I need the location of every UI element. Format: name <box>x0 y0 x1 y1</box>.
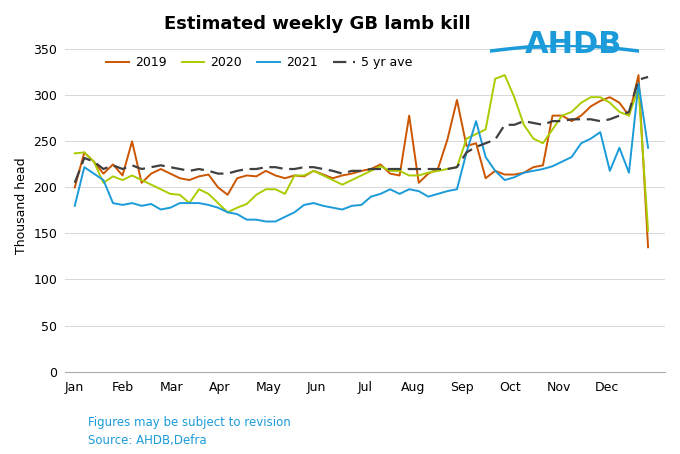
Text: Source: AHDB,Defra: Source: AHDB,Defra <box>88 434 207 447</box>
Text: Figures may be subject to revision: Figures may be subject to revision <box>88 416 291 429</box>
Legend: 2019, 2020, 2021, 5 yr ave: 2019, 2020, 2021, 5 yr ave <box>101 51 418 74</box>
Text: AHDB: AHDB <box>525 30 622 59</box>
Y-axis label: Thousand head: Thousand head <box>15 158 28 254</box>
Title: Estimated weekly GB lamb kill: Estimated weekly GB lamb kill <box>164 15 471 33</box>
